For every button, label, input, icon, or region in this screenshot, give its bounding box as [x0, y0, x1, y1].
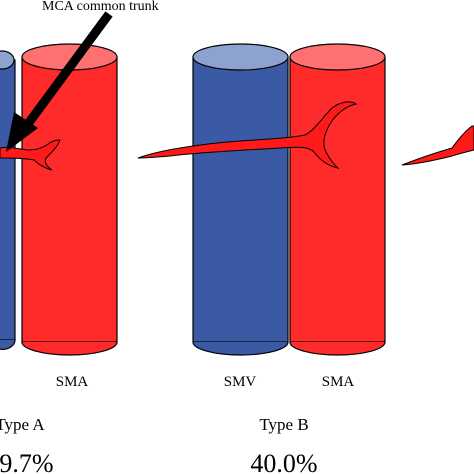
- panel-type-b: SMV SMA Type B 40.0%: [137, 43, 386, 474]
- panel-type-c-partial: [401, 125, 474, 166]
- percent-label-b: 40.0%: [250, 449, 317, 474]
- mca-common-trunk-branch-a: [0, 139, 61, 171]
- sma-vessel-a: [21, 43, 118, 356]
- panel-type-a: SMA Type A 29.7%: [0, 11, 118, 474]
- type-label-a: Type A: [0, 415, 45, 434]
- sma-label-b: SMA: [322, 374, 355, 390]
- mca-common-trunk-branch-b: [137, 101, 358, 169]
- sma-vessel-b: [289, 43, 386, 356]
- smv-label-b: SMV: [224, 374, 257, 390]
- type-label-b: Type B: [259, 415, 308, 434]
- percent-label-a: 29.7%: [0, 449, 54, 474]
- callout-text: MCA common trunk: [42, 0, 159, 14]
- smv-vessel-b: [192, 43, 289, 356]
- callout-arrow: [6, 11, 113, 152]
- sma-label-a: SMA: [56, 374, 89, 390]
- smv-vessel-a: [0, 50, 16, 350]
- mca-branch-c: [401, 125, 474, 166]
